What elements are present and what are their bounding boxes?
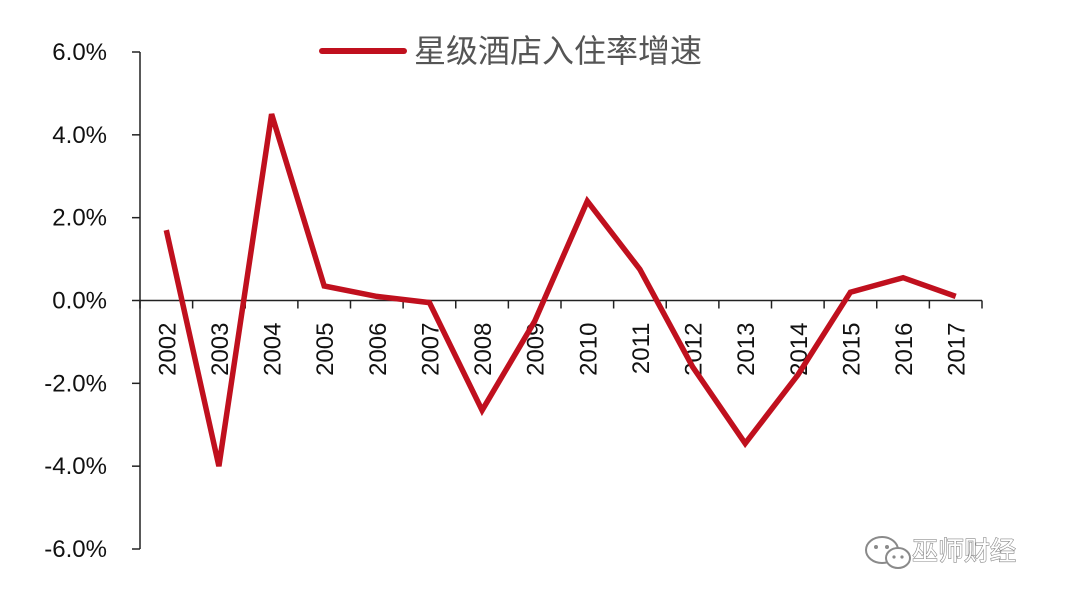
x-tick-label: 2007 bbox=[417, 323, 444, 376]
legend-label: 星级酒店入住率增速 bbox=[414, 32, 702, 70]
x-axis: 2002 2003 2004 2005 2006 2007 2008 2009 2010 2011… bbox=[139, 299, 983, 376]
y-tick-label: 4.0% bbox=[52, 122, 107, 149]
x-tick-label: 2016 bbox=[891, 323, 918, 376]
x-tick-label: 2014 bbox=[786, 323, 813, 376]
x-tick-label: 2013 bbox=[733, 323, 760, 376]
y-tick-label: 2.0% bbox=[52, 205, 107, 232]
series-line bbox=[163, 113, 957, 467]
y-tick-label: -4.0% bbox=[44, 453, 107, 480]
x-tick-label: 2002 bbox=[154, 323, 181, 376]
y-tick-label: -2.0% bbox=[44, 370, 107, 397]
x-tick-label: 2017 bbox=[944, 323, 971, 376]
x-tick-label: 2015 bbox=[838, 323, 865, 376]
x-tick-label: 2011 bbox=[628, 323, 655, 375]
x-tick-label: 2003 bbox=[207, 323, 234, 376]
x-tick-label: 2006 bbox=[365, 323, 392, 376]
x-tick-label: 2010 bbox=[575, 323, 602, 376]
x-tick-label: 2008 bbox=[470, 323, 497, 376]
legend: 星级酒店入住率增速 bbox=[319, 32, 702, 70]
y-tick-label: -6.0% bbox=[44, 536, 107, 563]
y-axis: -6.0% -4.0% -2.0% 0.0% 2.0% 4.0% 6.0% bbox=[44, 39, 141, 563]
y-tick-label: 0.0% bbox=[52, 288, 107, 315]
x-tick-label: 2005 bbox=[312, 323, 339, 376]
wechat-icon bbox=[865, 536, 911, 569]
series-group bbox=[163, 113, 957, 467]
watermark-text: 巫师财经 bbox=[912, 537, 1016, 567]
y-tick-label: 6.0% bbox=[52, 39, 107, 66]
watermark: 巫师财经 bbox=[865, 536, 1017, 569]
x-tick-label: 2004 bbox=[260, 323, 287, 376]
